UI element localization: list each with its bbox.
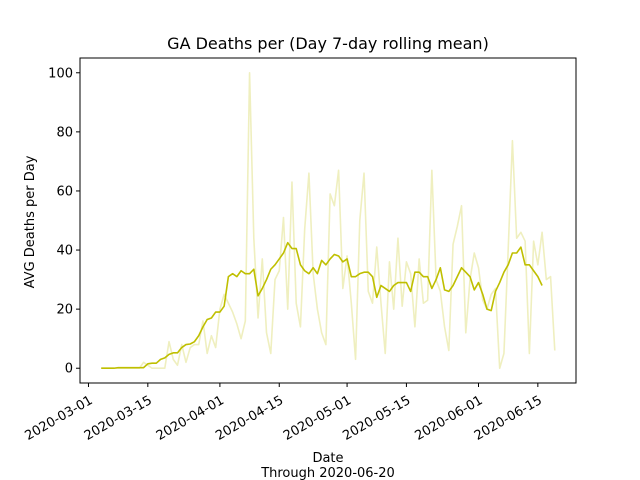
daily-series bbox=[101, 71, 556, 370]
y-tick-label: 100 bbox=[48, 66, 73, 81]
x-tick-label: 2020-06-15 bbox=[472, 393, 545, 444]
y-tick-label: 80 bbox=[56, 125, 73, 140]
x-axis-note: Through 2020-06-20 bbox=[260, 466, 395, 480]
plot-area bbox=[79, 57, 577, 384]
daily-line bbox=[101, 71, 556, 370]
rolling-mean-line bbox=[101, 241, 543, 370]
chart-title: GA Deaths per (Day 7-day rolling mean) bbox=[167, 34, 489, 53]
plot-background bbox=[80, 58, 576, 383]
x-tick-label: 2020-05-15 bbox=[340, 393, 413, 444]
y-tick-label: 60 bbox=[56, 184, 73, 199]
y-axis-label: AVG Deaths per Day bbox=[23, 155, 38, 288]
rolling-mean-series bbox=[101, 241, 543, 370]
y-tick-label: 0 bbox=[65, 362, 73, 377]
plot-frame bbox=[79, 57, 577, 384]
y-tick-label: 40 bbox=[56, 244, 73, 259]
x-tick-label: 2020-04-15 bbox=[213, 393, 286, 444]
x-axis-label: Date bbox=[312, 451, 343, 466]
y-tick-label: 20 bbox=[56, 303, 73, 318]
x-tick-label: 2020-03-15 bbox=[82, 393, 155, 444]
y-axis: 0 20 40 60 80 100 bbox=[48, 66, 80, 377]
